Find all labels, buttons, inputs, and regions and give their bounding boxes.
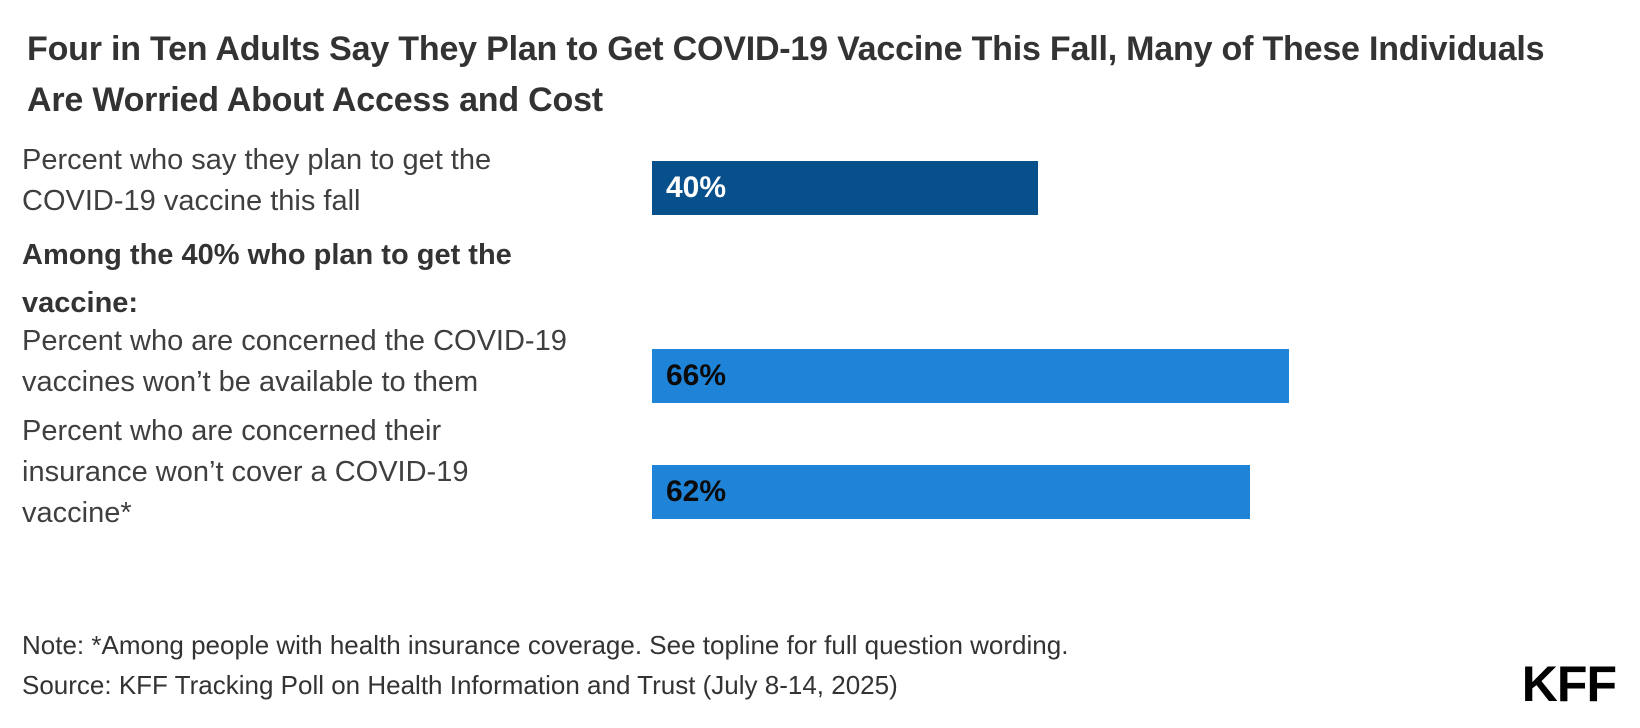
chart-subheading: Among the 40% who plan to get the vaccin… (22, 239, 512, 319)
bar-label-concerned-availability: Percent who are concerned the COVID-19 v… (22, 325, 567, 398)
bar-concerned-insurance: 62% (652, 465, 1250, 519)
chart-source: Source: KFF Tracking Poll on Health Info… (22, 670, 898, 700)
chart-title: Four in Ten Adults Say They Plan to Get … (27, 30, 1545, 119)
bar-label-plan-to-get-vaccine: Percent who say they plan to get the COV… (22, 144, 492, 217)
bar-value-label: 40% (666, 171, 727, 204)
bar-concerned-availability: 66% (652, 349, 1289, 403)
bar-value-label: 66% (666, 359, 727, 392)
bar-value-label: 62% (666, 475, 727, 508)
kff-logo: KFF (1521, 656, 1617, 712)
bar-plan-to-get-vaccine: 40% (652, 161, 1038, 215)
bar-label-concerned-insurance: Percent who are concerned their insuranc… (22, 415, 469, 529)
chart-note: Note: *Among people with health insuranc… (22, 630, 1069, 660)
